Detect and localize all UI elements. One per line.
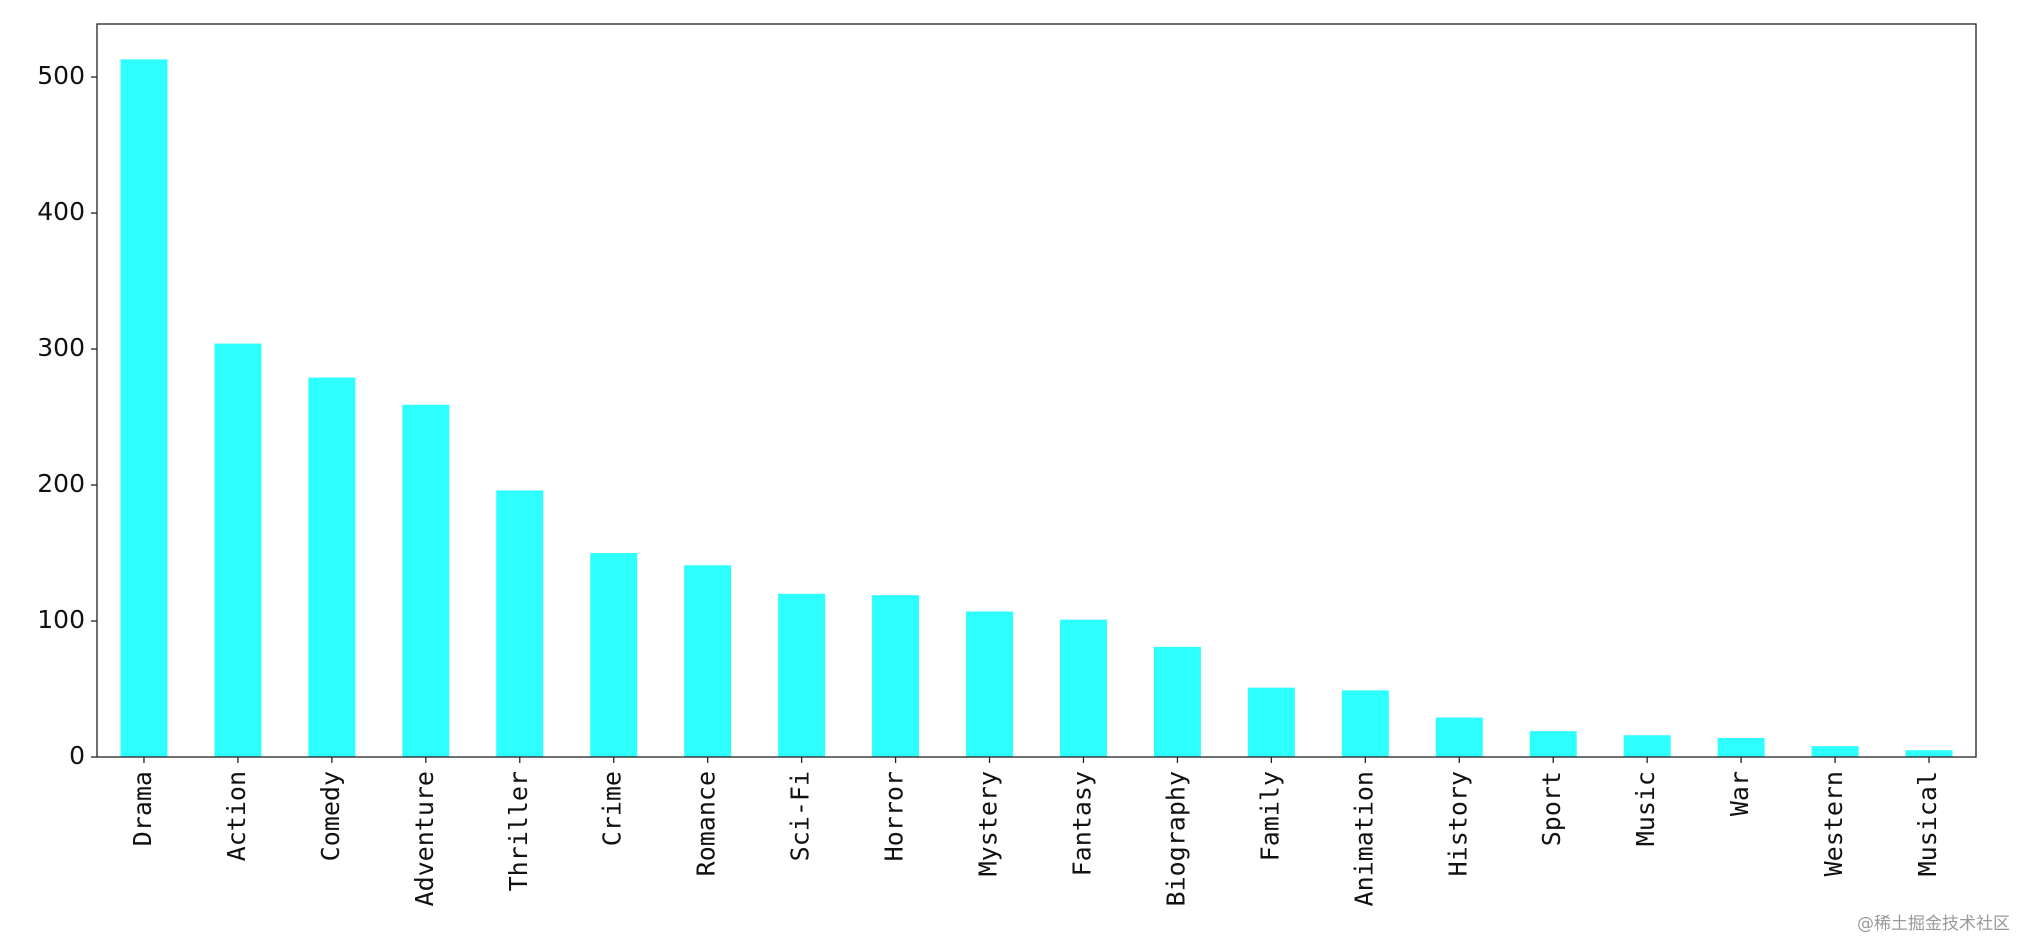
bar (1059, 619, 1107, 757)
x-tick-label: Sport (1537, 771, 1566, 846)
x-tick-label: Sci-Fi (786, 771, 815, 861)
y-tick-label: 300 (37, 333, 85, 362)
bar (1435, 717, 1483, 757)
bar (402, 404, 450, 757)
bar (496, 490, 544, 757)
bar (214, 343, 262, 757)
bar (684, 565, 732, 757)
bar (1529, 731, 1577, 757)
bar (590, 553, 638, 757)
x-tick-label: Comedy (316, 771, 345, 861)
x-tick-label: Crime (598, 771, 627, 846)
x-tick-label: Fantasy (1067, 771, 1096, 876)
x-tick-label: Drama (128, 771, 157, 846)
x-tick-label: Animation (1349, 771, 1378, 906)
y-tick-label: 100 (37, 605, 85, 634)
bar (778, 593, 826, 757)
y-tick-label: 400 (37, 197, 85, 226)
bar (872, 595, 920, 757)
x-tick-label: Musical (1913, 771, 1942, 876)
bar (1247, 687, 1295, 757)
x-tick-label: Family (1255, 771, 1284, 861)
y-tick-label: 0 (69, 741, 85, 770)
plot-frame (96, 23, 1977, 758)
x-tick-label: Adventure (410, 771, 439, 906)
x-tick-label: Music (1631, 771, 1660, 846)
x-tick-label: War (1725, 771, 1754, 816)
x-tick-label: History (1443, 771, 1472, 876)
bar (120, 59, 168, 757)
y-tick-label: 500 (37, 61, 85, 90)
x-tick-label: Western (1819, 771, 1848, 876)
x-tick-label: Thriller (504, 771, 533, 891)
bar (1717, 737, 1765, 757)
bar (966, 611, 1014, 757)
bar (1153, 646, 1201, 757)
x-tick-label: Romance (692, 771, 721, 876)
bar (1623, 735, 1671, 757)
bar (308, 377, 356, 757)
bar (1905, 750, 1953, 757)
y-tick-label: 200 (37, 469, 85, 498)
bar (1341, 690, 1389, 757)
watermark: @稀土掘金技术社区 (1857, 914, 2010, 934)
x-tick-label: Mystery (974, 771, 1003, 876)
x-tick-label: Horror (880, 771, 909, 861)
x-tick-label: Action (222, 771, 251, 861)
bar (1811, 746, 1859, 757)
x-tick-label: Biography (1161, 771, 1190, 906)
